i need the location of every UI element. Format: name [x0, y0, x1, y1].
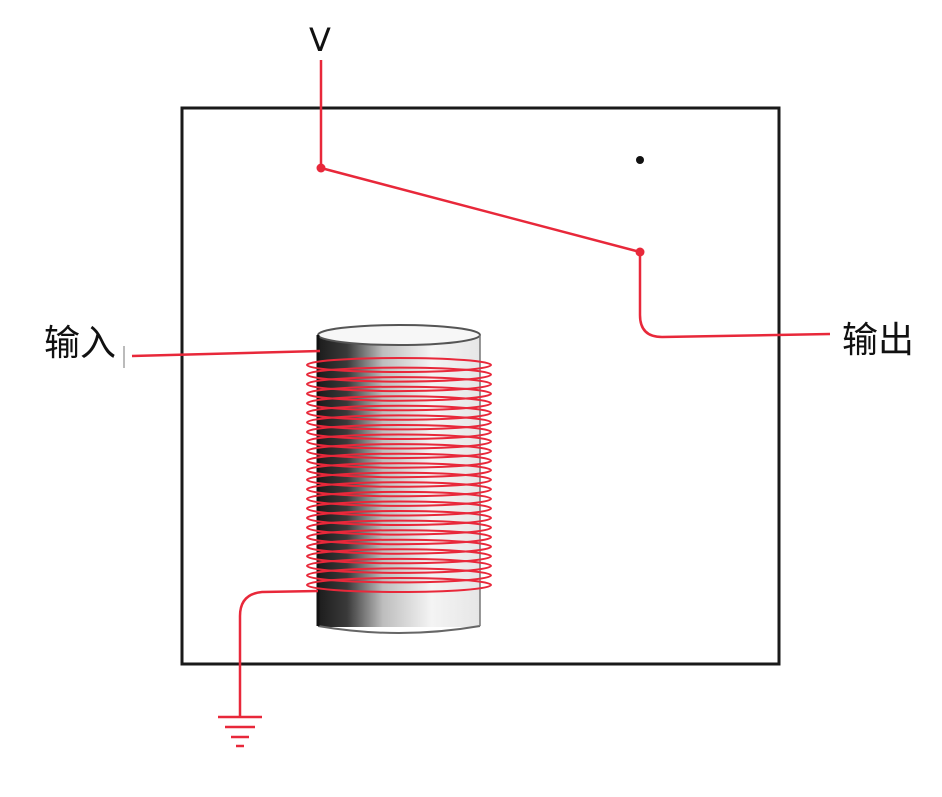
coil-turn	[306, 443, 492, 460]
coil-turn	[306, 538, 492, 555]
coil-turn	[306, 376, 492, 393]
input-label: 输入	[44, 323, 117, 364]
coil-turn	[306, 395, 492, 412]
coil-turn	[306, 557, 492, 574]
coil-turn	[306, 567, 492, 584]
coil-turn	[306, 385, 492, 402]
output-wire	[638, 252, 831, 339]
coil-turn	[306, 462, 492, 479]
coil-turn	[306, 577, 492, 593]
coil-turn	[306, 471, 492, 488]
output-label: 输出	[842, 320, 915, 361]
coil-turn	[306, 548, 492, 565]
coil-turn	[306, 490, 492, 507]
coil-turn	[306, 500, 492, 517]
open-contact-dot	[636, 156, 644, 164]
relay-frame	[180, 106, 781, 666]
ground-wire	[238, 589, 319, 716]
coil-turn	[306, 529, 492, 546]
input-wire	[131, 349, 321, 358]
coil-turn	[306, 519, 492, 536]
ground-symbol	[218, 715, 262, 748]
coil-turn	[306, 357, 492, 373]
coil-turn	[306, 414, 492, 431]
coil-turn	[306, 424, 492, 440]
coil-turn	[306, 452, 492, 469]
coil-turn	[306, 510, 492, 526]
coil-turn	[306, 481, 492, 498]
coil-turn	[306, 433, 492, 450]
switch-arm	[320, 166, 641, 254]
coil-turn	[306, 366, 492, 383]
coil-turn	[306, 404, 492, 421]
voltage-label: V	[309, 21, 331, 59]
coil-winding	[306, 357, 492, 593]
